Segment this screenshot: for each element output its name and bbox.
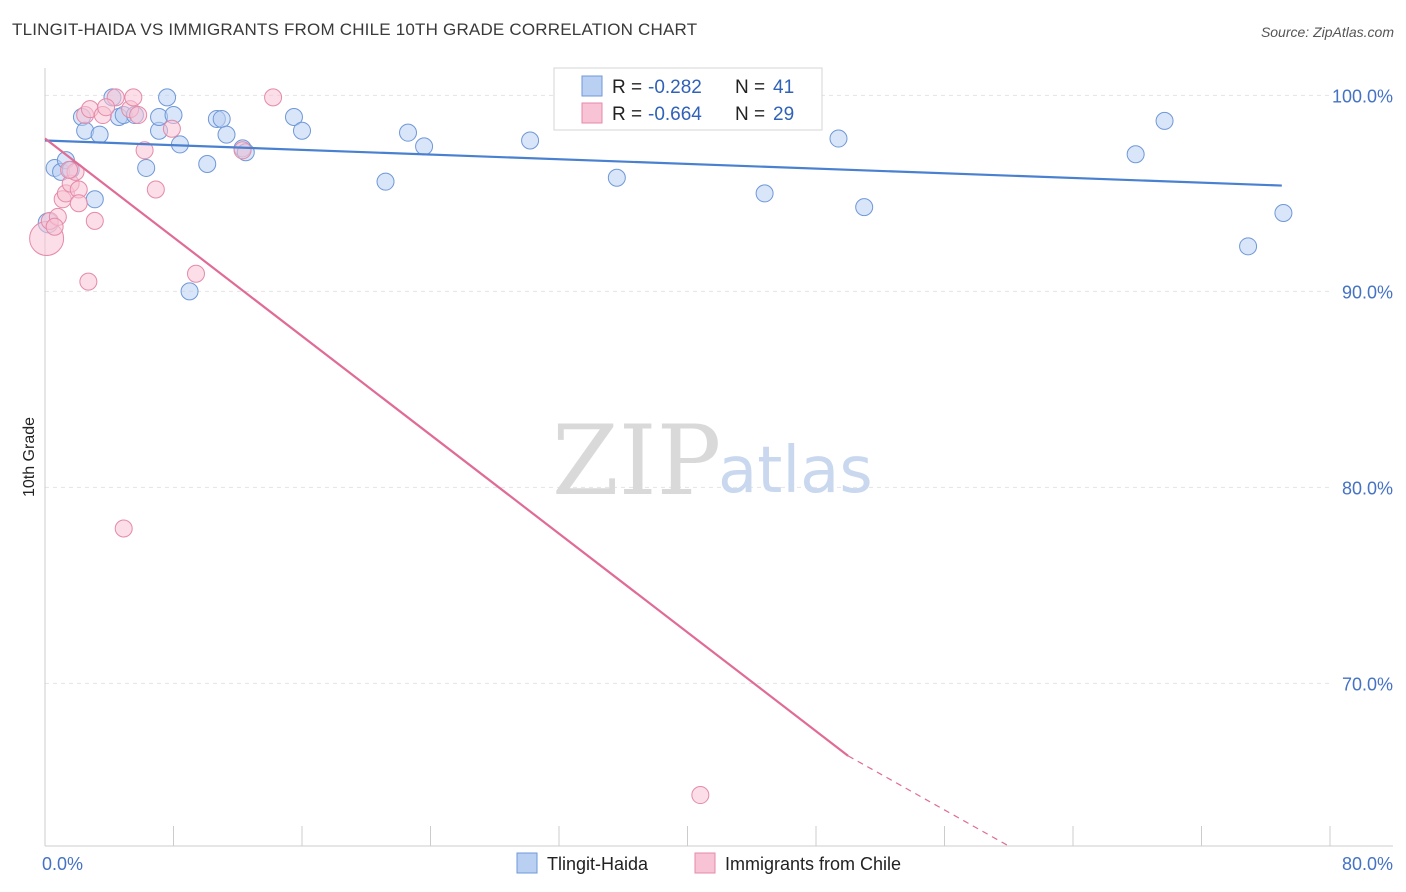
y-tick-label: 100.0%	[1332, 86, 1393, 106]
tlingit-haida-point	[521, 131, 540, 150]
tlingit-haida-point	[855, 198, 874, 217]
chile-points	[29, 88, 710, 805]
chile-point	[691, 786, 710, 805]
chile-point	[79, 272, 98, 291]
legend-r-label-1: R =	[612, 77, 642, 98]
x-tick-label: 80.0%	[1342, 854, 1393, 874]
chile-point	[60, 160, 79, 179]
tlingit-haida-point	[376, 172, 395, 191]
tlingit-haida-point	[90, 125, 109, 144]
chile-point	[114, 519, 133, 538]
chile-point	[135, 141, 154, 160]
grid-lines	[45, 94, 1330, 684]
legend-r-label-2: R =	[612, 104, 642, 125]
legend-n-value-1: 41	[773, 77, 794, 98]
tlingit-haida-point	[1155, 111, 1174, 130]
chile-point	[45, 217, 64, 236]
x-tick-labels: 0.0% 80.0%	[42, 854, 1393, 874]
series-legend: Tlingit-Haida Immigrants from Chile	[516, 852, 901, 874]
tlingit-haida-trend-line	[44, 139, 1282, 187]
y-axis-label: 10th Grade	[21, 417, 38, 497]
trend-lines	[44, 137, 1282, 847]
tlingit-haida-point	[217, 125, 236, 144]
tlingit-haida-point	[1126, 145, 1145, 164]
chile-point	[186, 264, 205, 283]
x-axis-ticks	[44, 826, 1331, 846]
tlingit-haida-point	[158, 88, 177, 107]
tlingit-haida-point	[399, 123, 418, 142]
watermark-atlas: atlas	[718, 434, 873, 508]
legend-n-label-2: N =	[735, 104, 765, 125]
tlingit-haida-point	[85, 190, 104, 209]
legend-n-label-1: N =	[735, 77, 765, 98]
tlingit-haida-point	[1274, 204, 1293, 223]
chile-trend-line-extension	[847, 755, 1010, 847]
y-tick-label: 80.0%	[1342, 478, 1393, 498]
bottom-legend-swatch-chile	[694, 852, 716, 874]
chile-point	[97, 98, 116, 117]
chile-point	[69, 194, 88, 213]
bottom-legend-label-tlingit-haida: Tlingit-Haida	[547, 854, 649, 874]
stats-legend: R = -0.282 N = 41 R = -0.664 N = 29	[553, 67, 823, 131]
chile-point	[146, 180, 165, 199]
chart-title: TLINGIT-HAIDA VS IMMIGRANTS FROM CHILE 1…	[12, 20, 698, 39]
tlingit-haida-point	[284, 107, 303, 126]
tlingit-haida-point	[198, 155, 217, 174]
x-tick-label: 0.0%	[42, 854, 83, 874]
legend-swatch-tlingit-haida	[581, 75, 603, 97]
chile-point	[129, 106, 148, 125]
tlingit-haida-point	[415, 137, 434, 156]
legend-r-value-1: -0.282	[648, 77, 702, 98]
tlingit-haida-point	[137, 158, 156, 177]
tlingit-haida-point	[829, 129, 848, 148]
tlingit-haida-point	[180, 282, 199, 301]
tlingit-haida-point	[1239, 237, 1258, 256]
bottom-legend-label-chile: Immigrants from Chile	[725, 854, 901, 874]
chile-point	[233, 141, 252, 160]
y-tick-label: 70.0%	[1342, 674, 1393, 694]
tlingit-haida-point	[607, 168, 626, 187]
y-tick-label: 90.0%	[1342, 282, 1393, 302]
watermark-zip: ZIP	[552, 405, 721, 517]
chile-point	[85, 211, 104, 230]
tlingit-haida-point	[293, 121, 311, 140]
legend-n-value-2: 29	[773, 104, 794, 125]
legend-swatch-chile	[581, 102, 603, 124]
tlingit-haida-point	[212, 109, 231, 128]
bottom-legend-swatch-tlingit-haida	[516, 852, 538, 874]
chile-trend-line	[44, 137, 849, 757]
chile-point	[162, 119, 181, 138]
chile-point	[124, 88, 143, 107]
legend-r-value-2: -0.664	[648, 104, 702, 125]
y-tick-labels: 100.0% 90.0% 80.0% 70.0%	[1332, 86, 1393, 694]
source-label: Source: ZipAtlas.com	[1260, 24, 1394, 40]
chile-point	[264, 88, 283, 107]
tlingit-haida-point	[755, 184, 774, 203]
